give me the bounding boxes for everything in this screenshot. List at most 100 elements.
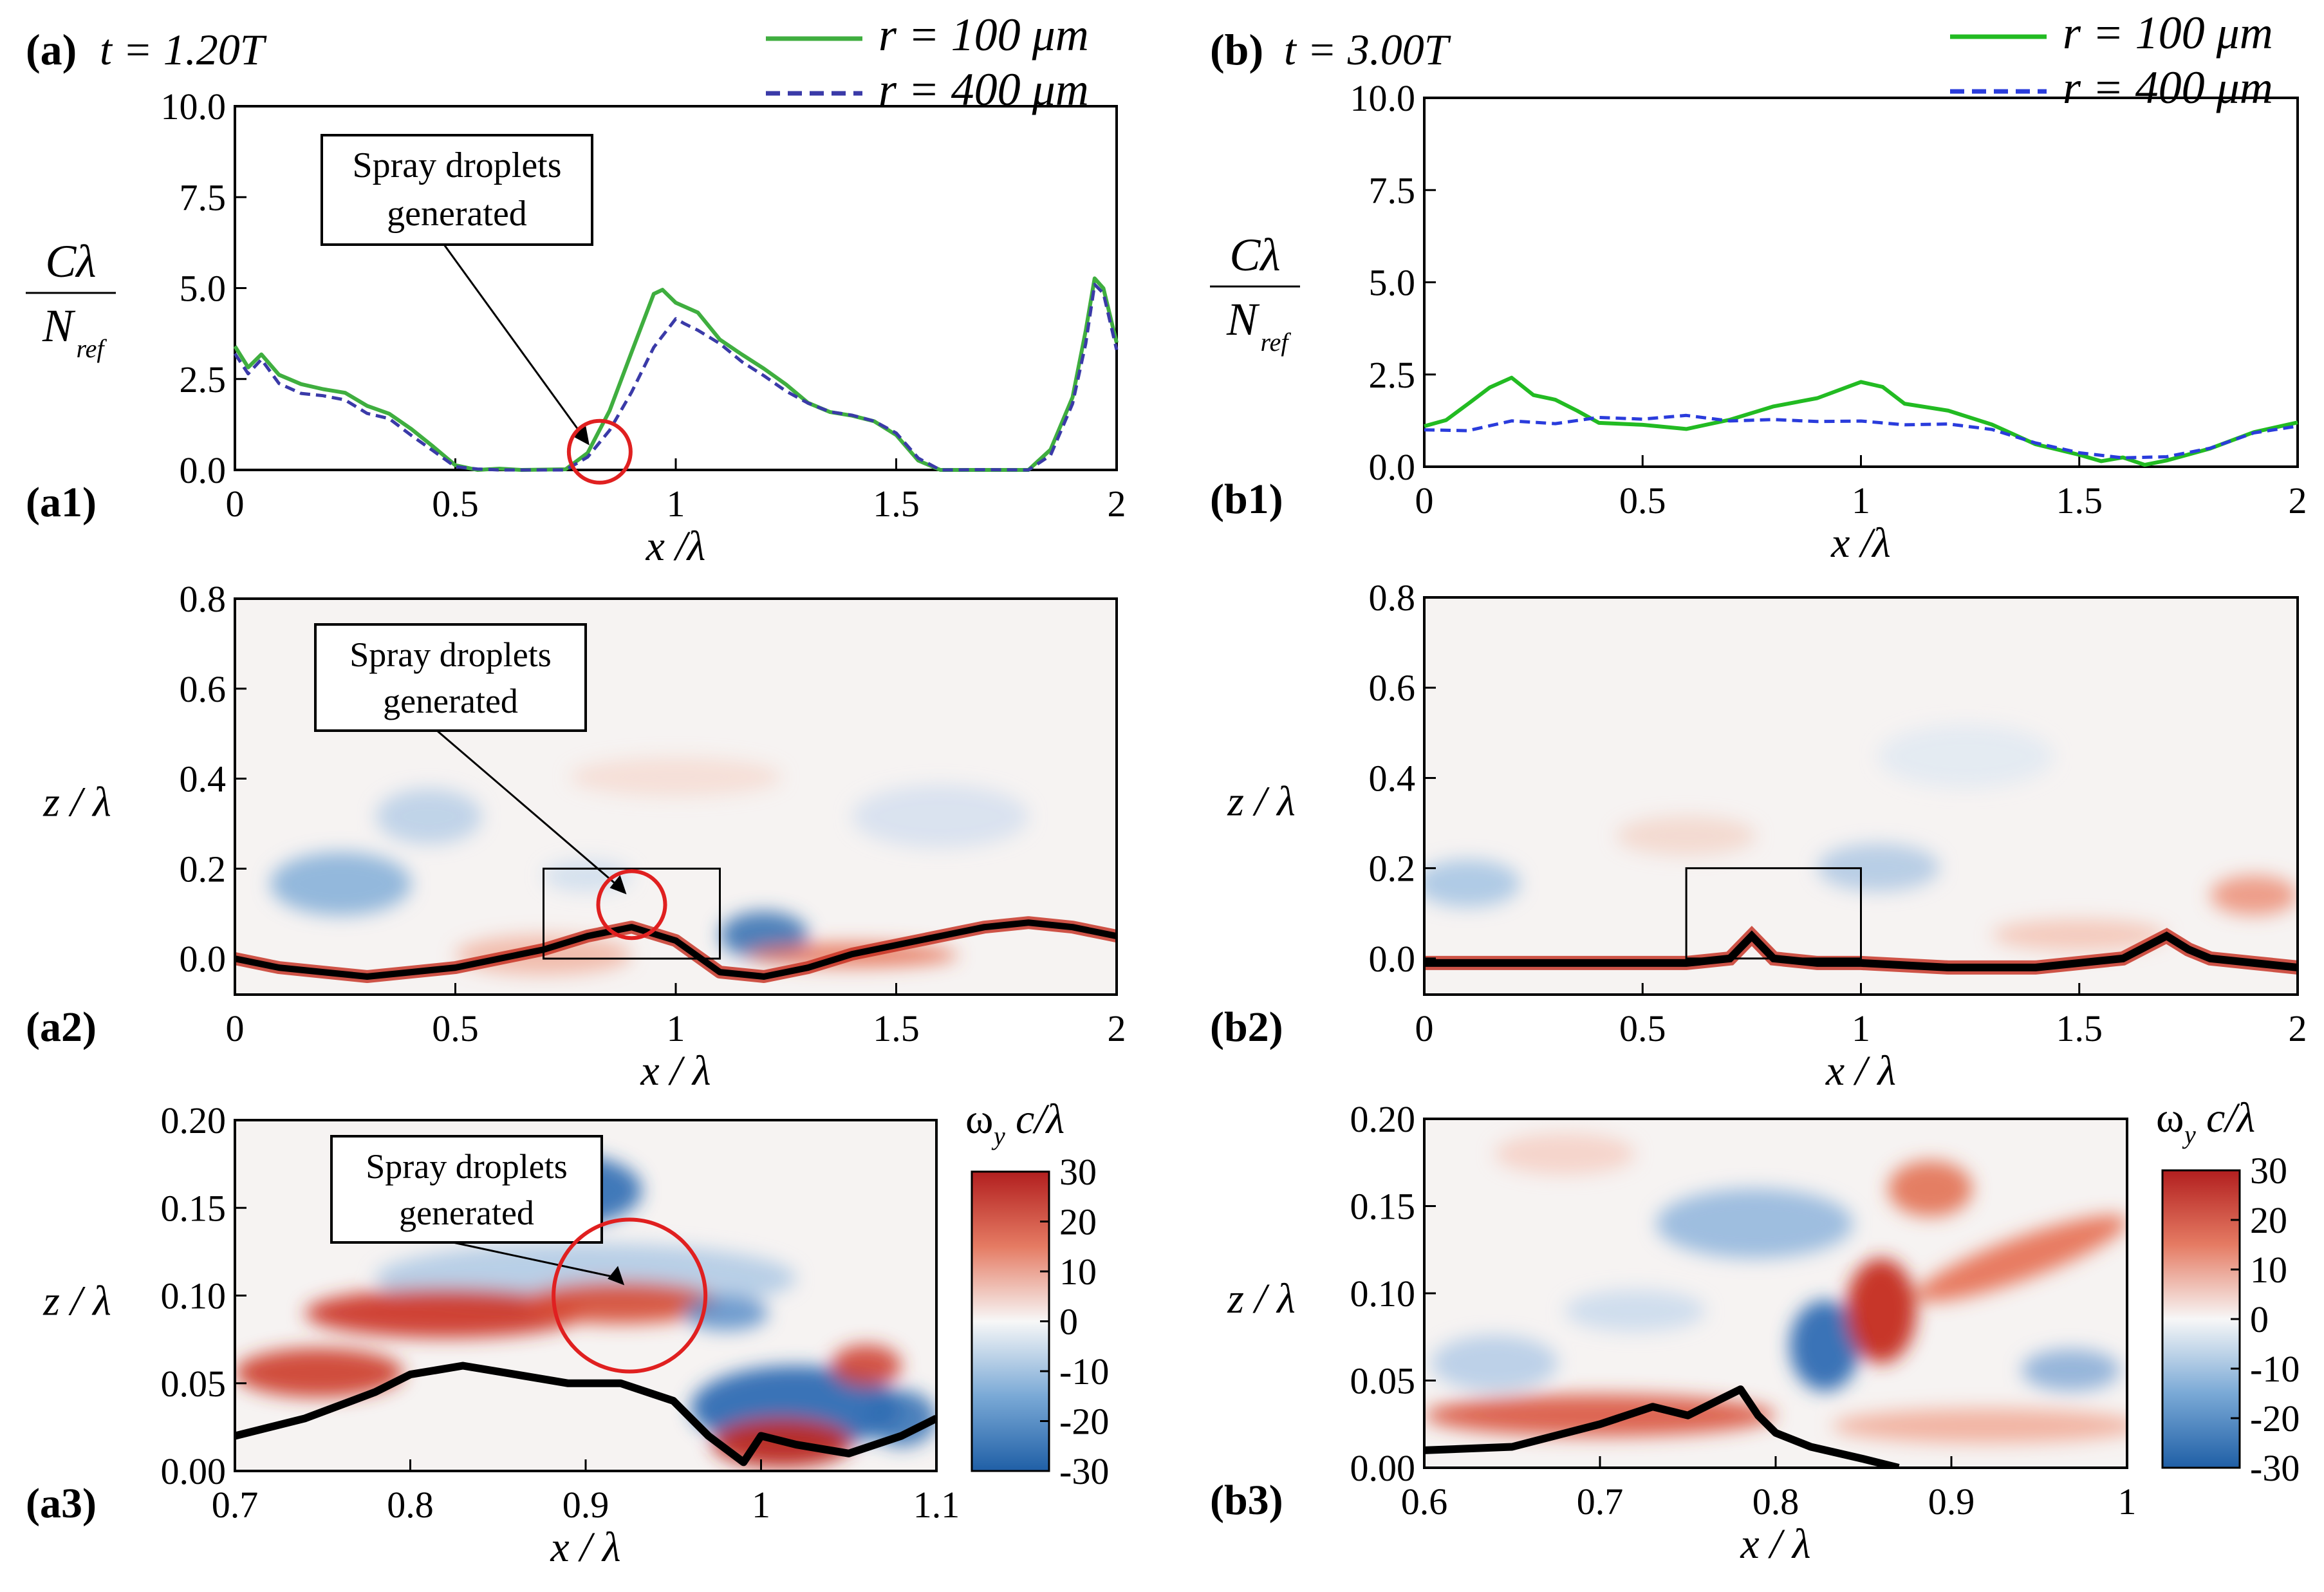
arrow-tip [1738, 0, 1742, 2]
arrow-tip [808, 0, 812, 2]
droplet [1498, 0, 1505, 8]
droplet [683, 0, 691, 8]
arrow-tip [1896, 0, 1900, 2]
droplet [1967, 0, 1975, 8]
arrow-tip [767, 0, 771, 2]
arrow-tip [1809, 0, 1813, 2]
arrow-tip [750, 0, 754, 2]
arrow-tip [1751, 0, 1755, 2]
arrow-tip [2288, 0, 2292, 2]
arrow-tip [1590, 0, 1594, 2]
droplet [337, 0, 344, 8]
droplet [411, 0, 419, 8]
arrow-tip [938, 0, 942, 2]
droplet [666, 0, 674, 8]
droplet [795, 0, 803, 8]
droplet [322, 0, 330, 8]
annotation-text: generated [387, 194, 527, 234]
droplet [1838, 0, 1846, 8]
colorbar-tick-label: 30 [1059, 1151, 1097, 1193]
arrow-tip [1465, 0, 1469, 2]
arrow-tip [330, 0, 333, 2]
arrow-tip [862, 0, 866, 2]
x-tick-label: 0 [1415, 1007, 1434, 1049]
droplet [1536, 0, 1544, 8]
droplet [255, 0, 263, 8]
arrow-tip [647, 0, 651, 2]
arrow-tip [2218, 0, 2222, 2]
arrow-tip [2054, 0, 2058, 2]
annotation-arrow [436, 729, 620, 888]
droplet [1789, 0, 1797, 8]
droplet [1947, 0, 1955, 8]
droplet [884, 0, 891, 8]
droplet [1433, 0, 1440, 8]
droplet [1525, 0, 1533, 8]
droplet [1995, 0, 2003, 8]
arrow-tip [649, 0, 653, 2]
droplet [1841, 0, 1849, 8]
droplet [373, 0, 381, 8]
panel-b2 [1424, 0, 2298, 995]
arrow-tip [1907, 0, 1911, 2]
droplet [1868, 0, 1876, 8]
colorbar-tick-label: -30 [2250, 1447, 2300, 1489]
arrow-tip [718, 0, 721, 2]
droplet [283, 0, 291, 8]
axes-b2: 0 0.5 1 1.5 2 0.0 0.2 0.4 0.6 0.8 x / λ (b2) [1210, 577, 2307, 1094]
arrow-tip [340, 0, 344, 2]
arrow-tip [1489, 0, 1492, 2]
arrow-tip [2035, 0, 2039, 2]
arrow-tip [1565, 0, 1568, 2]
arrow-tip [1725, 0, 1729, 2]
droplet [668, 0, 676, 8]
arrow-tip [697, 0, 701, 2]
arrow-tip [654, 0, 658, 2]
arrow-tip [1798, 0, 1802, 2]
vorticity-blob [1431, 1335, 1558, 1391]
droplet [1799, 0, 1807, 8]
arrow-tip [1964, 0, 1967, 2]
droplet [1461, 0, 1469, 8]
y-tick-label: 10.0 [161, 86, 227, 127]
droplet [1778, 0, 1785, 8]
droplet [1719, 0, 1727, 8]
arrow-tip [411, 0, 415, 2]
droplet [1424, 0, 1432, 8]
droplet [1707, 0, 1715, 8]
colorbar-tick-label: 0 [2250, 1298, 2269, 1340]
arrow-tip [674, 0, 678, 2]
droplet [1783, 0, 1791, 8]
droplet [1483, 0, 1491, 8]
droplet [284, 0, 292, 8]
arrow-tip [2217, 0, 2220, 2]
arrow-tip [292, 0, 296, 2]
droplet [780, 0, 788, 8]
arrow-tip [1459, 0, 1463, 2]
droplet [1532, 0, 1540, 8]
droplet [369, 0, 377, 8]
droplet [298, 0, 306, 8]
y-tick-label: 0.20 [161, 1100, 227, 1141]
droplet [2009, 0, 2016, 8]
droplet [704, 0, 712, 8]
droplet [1494, 0, 1501, 8]
arrow-tip [1713, 0, 1716, 2]
arrow-tip [1849, 0, 1853, 2]
droplet [1482, 0, 1489, 8]
arrow-tip [1652, 0, 1656, 2]
arrow-tip [654, 0, 658, 2]
droplet [1478, 0, 1485, 8]
arrow-tip [1547, 0, 1551, 2]
arrow-tip [2103, 0, 2106, 2]
droplet [242, 0, 250, 8]
arrow-tip [1713, 0, 1717, 2]
arrow-tip [2206, 0, 2209, 2]
droplet [2286, 0, 2294, 8]
arrow-tip [1476, 0, 1480, 2]
highlight-circle [566, 418, 633, 485]
droplet [2013, 0, 2021, 8]
arrow-tip [1756, 0, 1760, 2]
droplet [794, 0, 801, 8]
arrow-tip [336, 0, 340, 2]
